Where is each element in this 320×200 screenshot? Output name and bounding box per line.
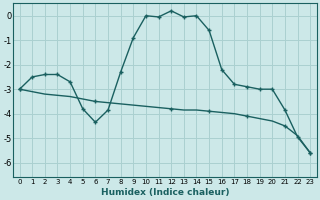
X-axis label: Humidex (Indice chaleur): Humidex (Indice chaleur): [100, 188, 229, 197]
